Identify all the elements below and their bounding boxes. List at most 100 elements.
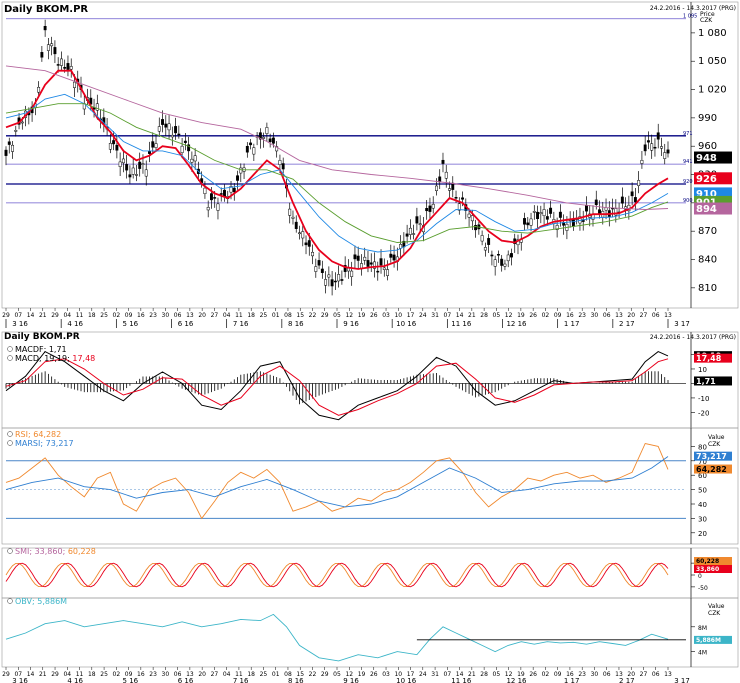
price-candle: [650, 143, 654, 151]
price-candle: [20, 121, 24, 124]
x-tick-label: 03: [382, 312, 390, 319]
price-candle: [239, 167, 243, 174]
price-candle: [53, 47, 57, 55]
x-tick-label: 23: [578, 312, 586, 319]
price-candle: [40, 52, 44, 58]
price-candle: [653, 146, 657, 149]
bottom-x-tick-label: 11: [235, 671, 243, 678]
price-ma_long-line: [5, 103, 669, 243]
price-candle: [128, 174, 132, 178]
rsi-legend-icon: [7, 431, 13, 437]
x-tick-label: 10: [394, 312, 402, 319]
price-candle: [379, 258, 383, 266]
price-candle: [585, 204, 588, 212]
x-tick-label: 04: [223, 312, 231, 319]
price-candle: [474, 225, 478, 231]
x-tick-label: 26: [370, 312, 378, 319]
month-label: 3 17: [674, 320, 690, 328]
obv-unit-label: CZK: [708, 610, 721, 617]
x-tick-label: 30: [162, 312, 170, 319]
price-candle: [624, 206, 628, 210]
bottom-x-tick-label: 13: [615, 671, 623, 678]
smi-badge-0: 60,228: [696, 558, 719, 565]
price-candle: [337, 274, 341, 282]
month-label: 6 16: [178, 320, 194, 328]
bottom-month-label: 1 17: [564, 677, 580, 683]
price-candle: [118, 161, 122, 167]
bottom-x-tick-label: 26: [370, 671, 378, 678]
price-candle: [382, 267, 386, 270]
x-tick-label: 09: [554, 312, 562, 319]
price-candle: [480, 235, 484, 242]
bottom-x-tick-label: 17: [407, 671, 415, 678]
price-candle: [229, 186, 233, 193]
x-tick-label: 13: [186, 312, 194, 319]
x-tick-label: 30: [591, 312, 599, 319]
price-candle: [438, 176, 442, 183]
x-tick-label: 27: [640, 312, 648, 319]
x-tick-label: 20: [627, 312, 635, 319]
price-candle: [536, 211, 540, 220]
price-candle: [219, 193, 223, 195]
bottom-x-tick-label: 28: [480, 671, 488, 678]
price-candle: [643, 144, 647, 152]
price-candle: [112, 140, 116, 145]
x-tick-label: 05: [493, 312, 501, 319]
price-y-label: 1 020: [698, 85, 727, 96]
macd-panel-date: 24.2.2016 - 14.3.2017 (PRG): [650, 334, 736, 341]
rsi-legend-text: MARSI; 73,217: [15, 439, 74, 448]
price-candle: [500, 258, 504, 266]
price-candle: [14, 129, 18, 132]
obv-badge-0: 5,886M: [696, 637, 721, 644]
price-axis-label-2: CZK: [700, 17, 713, 24]
price-candle: [278, 160, 282, 165]
smi-badge-bg-0: [694, 557, 732, 565]
bottom-x-tick-label: 12: [345, 671, 353, 678]
price-candle: [59, 58, 63, 66]
price-candle: [265, 127, 269, 134]
macd-y-label: 10: [698, 366, 707, 374]
price-y-label: 1 050: [698, 56, 727, 67]
smi-legend-text: SMI; 33,860; 60,228: [15, 547, 96, 556]
rsi-y-label: 40: [698, 501, 707, 509]
bottom-x-tick-label: 27: [640, 671, 648, 678]
x-tick-label: 24: [419, 312, 427, 319]
bottom-x-tick-label: 24: [419, 671, 427, 678]
price-y-label: 810: [698, 283, 717, 294]
price-candle: [330, 279, 334, 287]
month-label: 1 17: [564, 320, 580, 328]
bottom-month-label: 3 17: [674, 677, 690, 683]
x-tick-label: 01: [272, 312, 280, 319]
price-candle: [376, 270, 380, 273]
price-candle: [213, 197, 217, 199]
price-candle: [275, 146, 279, 152]
rsi-badge-0: 73,217: [696, 452, 727, 461]
price-candle: [43, 26, 47, 31]
price-candle: [190, 158, 194, 163]
bottom-x-tick-label: 23: [578, 671, 586, 678]
price-candle: [493, 259, 497, 267]
price-candle: [271, 137, 275, 144]
price-candle: [46, 44, 50, 51]
price-candle: [11, 144, 14, 152]
price-candle: [206, 207, 210, 211]
bottom-x-tick-label: 07: [444, 671, 452, 678]
bottom-x-tick-label: 13: [186, 671, 194, 678]
macd-badge-2-bg: [694, 376, 732, 386]
smi-slow-line: [5, 562, 669, 588]
month-label: 10 16: [396, 320, 417, 328]
price-candle: [281, 163, 285, 170]
price-candle: [141, 163, 145, 165]
price-candle: [448, 188, 451, 191]
price-candle: [193, 155, 197, 162]
macd-signal-line: [5, 358, 669, 416]
price-candle: [73, 81, 76, 88]
smi-badge-bg-1: [694, 565, 732, 573]
price-candle: [594, 199, 598, 205]
rsi-y-label: 70: [698, 458, 707, 466]
price-candle: [620, 196, 624, 204]
price-candle: [311, 251, 314, 257]
price-candle: [483, 247, 487, 251]
price-hline-label: 941: [683, 159, 693, 165]
